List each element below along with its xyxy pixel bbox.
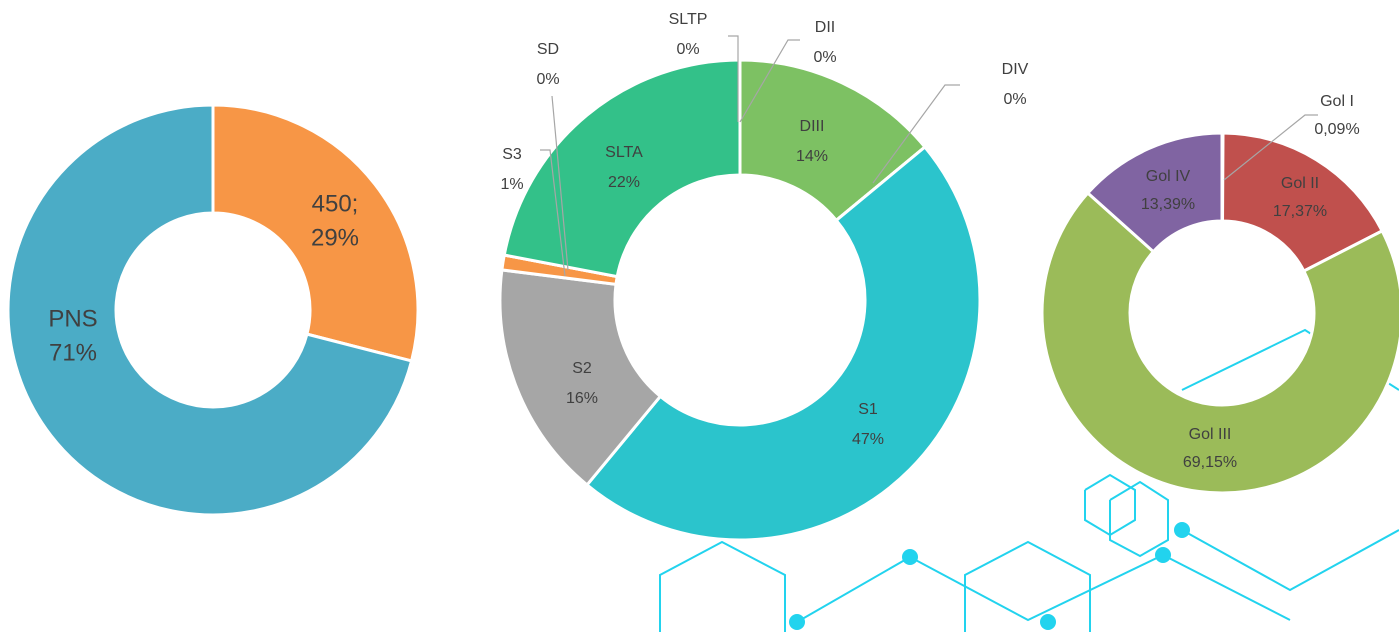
slice	[6, 103, 414, 517]
slice-value: 0%	[676, 41, 699, 58]
slice-category: SLTA	[605, 144, 643, 161]
slice-value: 29%	[311, 224, 359, 251]
slice	[1085, 131, 1224, 254]
slice-value: 69,15%	[1183, 454, 1237, 471]
slice-category: Gol IV	[1146, 168, 1191, 185]
slice-category: 450;	[312, 190, 359, 217]
slice	[584, 144, 982, 542]
slice-value: 0%	[1003, 91, 1026, 108]
slice-value: 22%	[608, 174, 640, 191]
slice	[498, 268, 663, 488]
slice-category: DIII	[800, 118, 825, 135]
slice-category: DII	[815, 19, 835, 36]
slice-value: 0%	[536, 71, 559, 88]
slice-category: Gol II	[1281, 175, 1319, 192]
leader-lines	[540, 35, 1318, 277]
slice-category: S2	[572, 360, 592, 377]
slice-category: SLTP	[669, 11, 708, 28]
slice-category: PNS	[48, 305, 97, 332]
slice-value: 1%	[500, 176, 523, 193]
slice-category: Gol III	[1189, 426, 1232, 443]
slice-value: 0,09%	[1314, 121, 1359, 138]
slice	[1040, 190, 1399, 495]
slice-value: 13,39%	[1141, 196, 1195, 213]
slice	[211, 103, 420, 363]
slice	[738, 58, 928, 223]
decoration	[659, 328, 1399, 632]
slice-value: 14%	[796, 148, 828, 165]
slice-category: S3	[502, 146, 522, 163]
slice-value: 47%	[852, 431, 884, 448]
slice	[1221, 131, 1385, 274]
slice-value: 17,37%	[1273, 203, 1327, 220]
slice-value: 71%	[49, 339, 97, 366]
slice-category: SD	[537, 41, 559, 58]
slice-category: DIV	[1002, 61, 1029, 78]
slice	[502, 58, 742, 279]
slice-category: S1	[858, 401, 878, 418]
slice-value: 0%	[813, 49, 836, 66]
slice-category: Gol I	[1320, 93, 1354, 110]
slice-value: 16%	[566, 390, 598, 407]
